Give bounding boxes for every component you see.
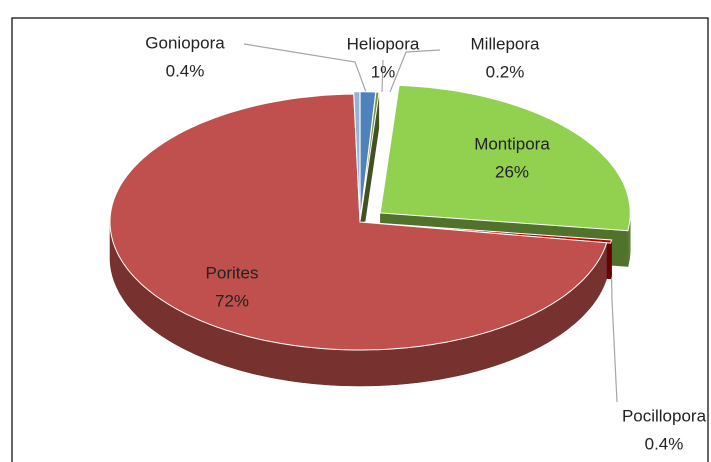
slice	[359, 91, 380, 220]
slice-label: Porites	[206, 263, 259, 282]
slice-value-label: 0.4%	[166, 61, 205, 80]
slice	[353, 91, 361, 220]
slice-value-label: 26%	[495, 162, 529, 181]
slice-value-label: 1%	[371, 62, 396, 81]
slice-value-label: 72%	[215, 291, 249, 310]
slice-label: Montipora	[474, 134, 550, 153]
slice-wall	[610, 239, 612, 280]
slice	[109, 93, 608, 351]
slice	[379, 84, 631, 232]
leader-line	[381, 59, 384, 93]
slice-label: Millepora	[471, 34, 541, 53]
slice-label: Goniopora	[145, 33, 225, 52]
slice-label: Pocillopora	[622, 406, 707, 425]
slice-value-label: 0.2%	[486, 62, 525, 81]
labels: Heliopora 1% Millepora 0.2% Montipora 26% Poci…	[145, 33, 706, 453]
slice-label: Heliopora	[347, 34, 420, 53]
slice-value-label: 0.4%	[645, 434, 684, 453]
leader-line	[389, 49, 441, 93]
slice-side	[360, 92, 380, 256]
leader-line	[243, 43, 367, 93]
pie	[109, 84, 631, 387]
